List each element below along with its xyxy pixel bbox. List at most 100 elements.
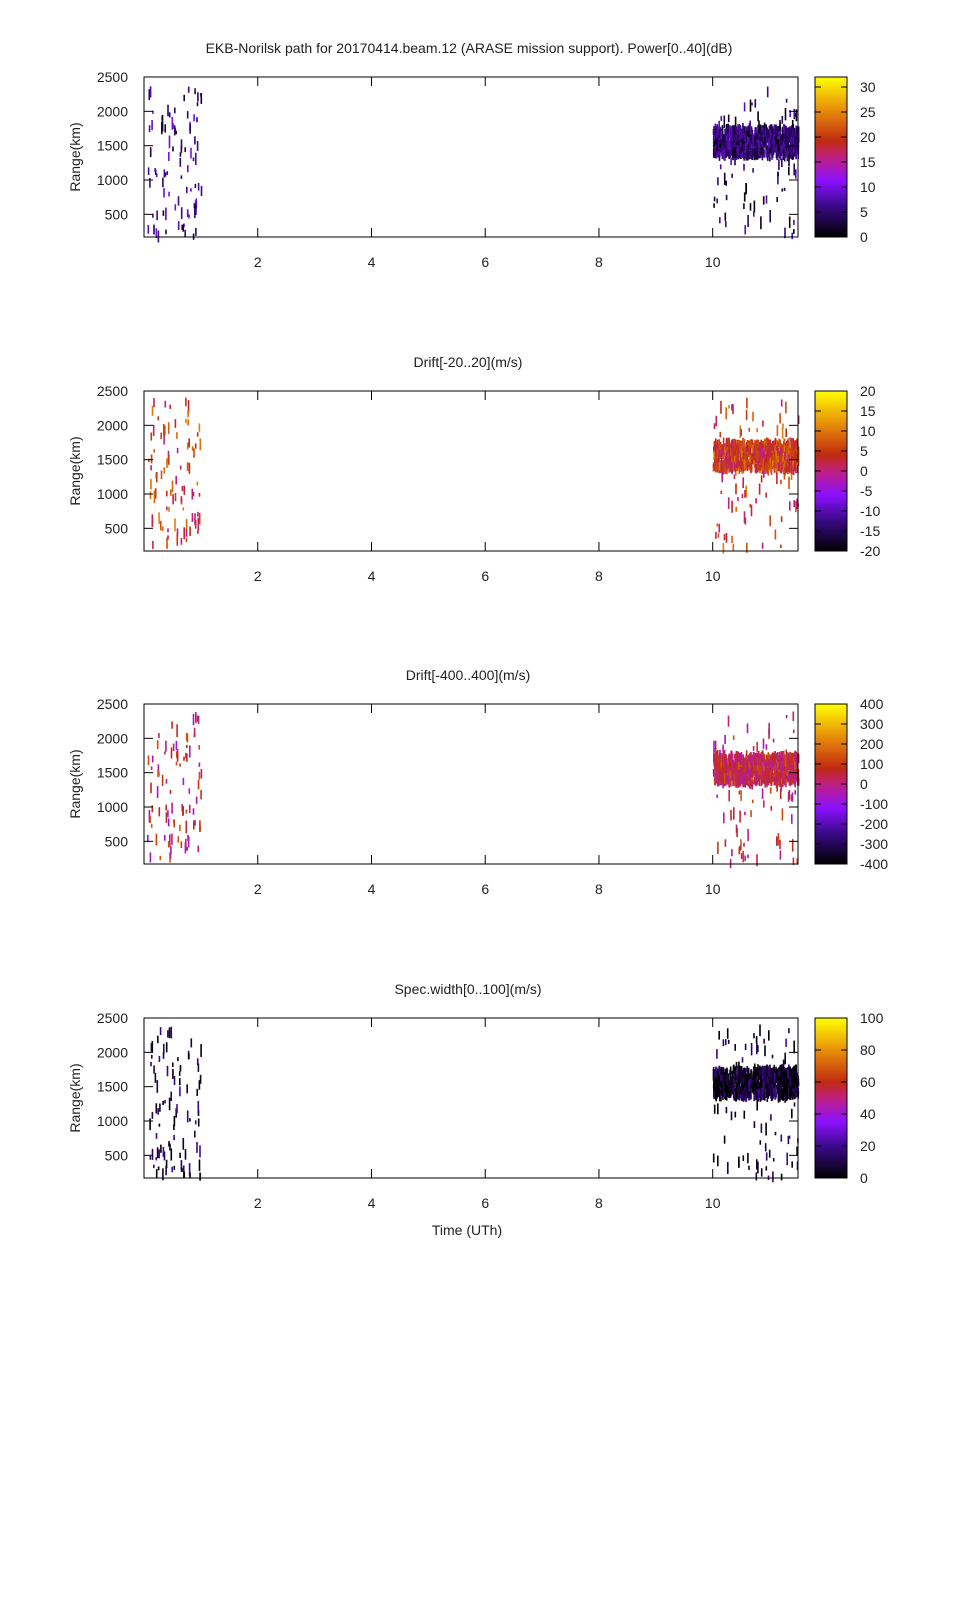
data-cell bbox=[744, 1069, 747, 1081]
data-cell bbox=[197, 1063, 200, 1072]
data-cell bbox=[732, 543, 735, 551]
data-cell bbox=[778, 141, 781, 146]
data-cell bbox=[756, 428, 758, 433]
data-cell bbox=[792, 442, 794, 450]
data-cell bbox=[769, 439, 772, 451]
data-cell bbox=[170, 846, 172, 855]
data-cell bbox=[718, 777, 720, 787]
data-cell bbox=[789, 128, 791, 138]
data-cell bbox=[750, 464, 752, 474]
data-cell bbox=[732, 1088, 735, 1097]
data-cell bbox=[747, 215, 749, 227]
data-cell bbox=[793, 127, 796, 136]
data-cell bbox=[173, 819, 175, 828]
data-cell bbox=[199, 1172, 201, 1181]
data-cell bbox=[731, 132, 734, 138]
data-cell bbox=[730, 750, 733, 761]
colorbar-tick-label: 15 bbox=[860, 154, 876, 170]
data-cell bbox=[784, 1068, 787, 1074]
data-cell bbox=[194, 1130, 196, 1138]
data-cell bbox=[181, 1167, 183, 1173]
data-cell bbox=[757, 1161, 759, 1174]
data-cell bbox=[759, 1082, 761, 1095]
data-cell bbox=[733, 450, 736, 459]
data-cell bbox=[724, 136, 727, 146]
data-cell bbox=[166, 490, 168, 497]
data-cell bbox=[171, 833, 173, 845]
data-cell bbox=[726, 1028, 729, 1039]
data-cell bbox=[792, 772, 794, 779]
data-cell bbox=[753, 1090, 756, 1098]
data-cell bbox=[744, 517, 747, 525]
data-cell bbox=[191, 446, 194, 451]
data-cell bbox=[780, 1173, 783, 1181]
data-cell bbox=[723, 1135, 726, 1144]
data-cell bbox=[723, 172, 726, 185]
data-cell bbox=[151, 405, 154, 416]
data-cell bbox=[722, 1074, 725, 1085]
data-cell bbox=[756, 1088, 758, 1095]
data-cell bbox=[778, 147, 780, 159]
data-cell bbox=[728, 461, 731, 467]
data-cell bbox=[757, 1069, 759, 1081]
data-cell bbox=[751, 445, 754, 454]
data-cell bbox=[168, 135, 171, 149]
x-tick-label: 10 bbox=[705, 254, 721, 270]
data-cell bbox=[716, 1091, 718, 1098]
data-cell bbox=[149, 86, 152, 98]
data-cell bbox=[171, 721, 173, 729]
data-cell bbox=[731, 404, 733, 409]
x-tick-label: 8 bbox=[595, 1195, 603, 1211]
data-cell bbox=[197, 715, 200, 724]
data-cell bbox=[746, 461, 748, 469]
data-cell bbox=[749, 455, 752, 463]
data-cell bbox=[778, 759, 781, 770]
data-cell bbox=[791, 1161, 793, 1168]
data-cell bbox=[737, 758, 740, 770]
data-cell bbox=[717, 1103, 719, 1115]
data-cell bbox=[734, 1077, 736, 1081]
data-cell bbox=[729, 464, 731, 472]
data-cell bbox=[727, 132, 730, 137]
data-cell bbox=[744, 446, 746, 459]
data-cell bbox=[150, 824, 153, 828]
data-cell bbox=[198, 1080, 201, 1090]
data-cell bbox=[744, 760, 746, 773]
data-cell bbox=[179, 1064, 182, 1072]
data-cell bbox=[753, 776, 756, 783]
data-cell bbox=[151, 755, 154, 763]
data-cell bbox=[769, 457, 772, 464]
data-cell bbox=[733, 147, 736, 159]
data-cell bbox=[165, 740, 167, 752]
data-cell bbox=[758, 483, 761, 495]
data-cell bbox=[717, 127, 719, 139]
data-cell bbox=[176, 724, 178, 738]
data-cell bbox=[737, 447, 739, 457]
data-cell bbox=[778, 438, 780, 447]
data-cell bbox=[712, 463, 715, 468]
data-cell bbox=[174, 419, 177, 428]
data-cell bbox=[758, 462, 760, 471]
data-cell bbox=[729, 1081, 731, 1089]
data-cell bbox=[768, 137, 770, 144]
data-cell bbox=[715, 446, 717, 457]
data-cell bbox=[771, 1072, 773, 1080]
data-cell bbox=[726, 141, 729, 152]
data-cell bbox=[721, 125, 724, 137]
data-cell bbox=[168, 1097, 171, 1111]
data-cell bbox=[744, 811, 746, 816]
data-cell bbox=[787, 757, 789, 769]
data-cell bbox=[169, 853, 172, 859]
data-cell bbox=[739, 767, 742, 781]
data-cell bbox=[764, 445, 766, 452]
data-cell bbox=[726, 1074, 728, 1087]
data-cell bbox=[713, 740, 715, 752]
data-cell bbox=[749, 1073, 751, 1082]
data-cell bbox=[775, 1068, 778, 1079]
data-cell bbox=[778, 131, 780, 141]
data-cell bbox=[783, 475, 786, 480]
data-cell bbox=[714, 456, 717, 466]
data-cell bbox=[154, 169, 157, 175]
data-cell bbox=[733, 125, 735, 133]
data-cell bbox=[714, 772, 717, 782]
